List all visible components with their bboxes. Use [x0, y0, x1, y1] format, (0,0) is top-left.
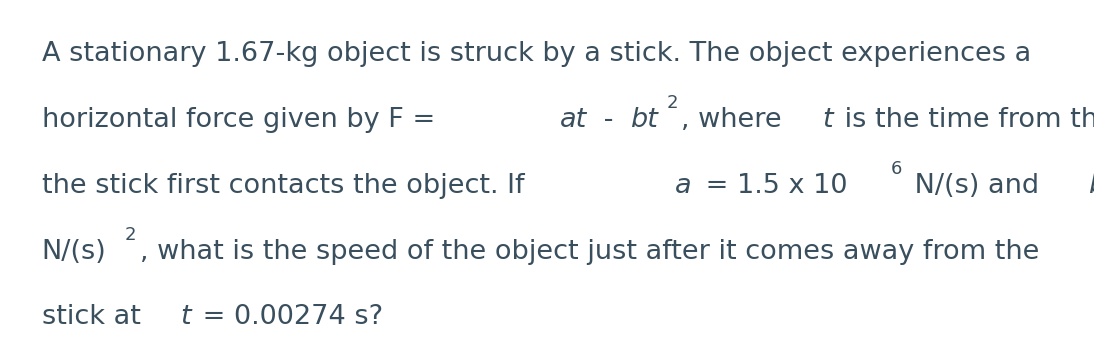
Text: -: -	[595, 107, 622, 133]
Text: t: t	[822, 107, 833, 133]
Text: 2: 2	[125, 226, 137, 244]
Text: 6: 6	[891, 160, 903, 178]
Text: the stick first contacts the object. If: the stick first contacts the object. If	[42, 173, 533, 199]
Text: horizontal force given by F =: horizontal force given by F =	[42, 107, 443, 133]
Text: b: b	[1089, 173, 1094, 199]
Text: a: a	[675, 173, 691, 199]
Text: = 0.00274 s?: = 0.00274 s?	[194, 305, 383, 331]
Text: = 1.5 x 10: = 1.5 x 10	[697, 173, 847, 199]
Text: N/(s) and: N/(s) and	[906, 173, 1047, 199]
Text: N/(s): N/(s)	[42, 239, 106, 265]
Text: 2: 2	[666, 94, 678, 112]
Text: , what is the speed of the object just after it comes away from the: , what is the speed of the object just a…	[140, 239, 1039, 265]
Text: A stationary 1.67-kg object is struck by a stick. The object experiences a: A stationary 1.67-kg object is struck by…	[42, 41, 1031, 67]
Text: t: t	[181, 305, 191, 331]
Text: is the time from the instant: is the time from the instant	[836, 107, 1094, 133]
Text: , where: , where	[682, 107, 790, 133]
Text: stick at: stick at	[42, 305, 149, 331]
Text: at: at	[560, 107, 587, 133]
Text: bt: bt	[630, 107, 659, 133]
